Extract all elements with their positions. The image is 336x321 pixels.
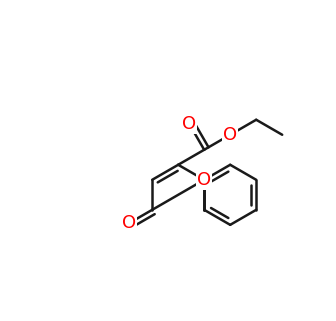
Text: O: O (197, 171, 211, 189)
Text: O: O (223, 126, 237, 144)
Text: O: O (122, 214, 136, 232)
Text: O: O (182, 115, 196, 133)
